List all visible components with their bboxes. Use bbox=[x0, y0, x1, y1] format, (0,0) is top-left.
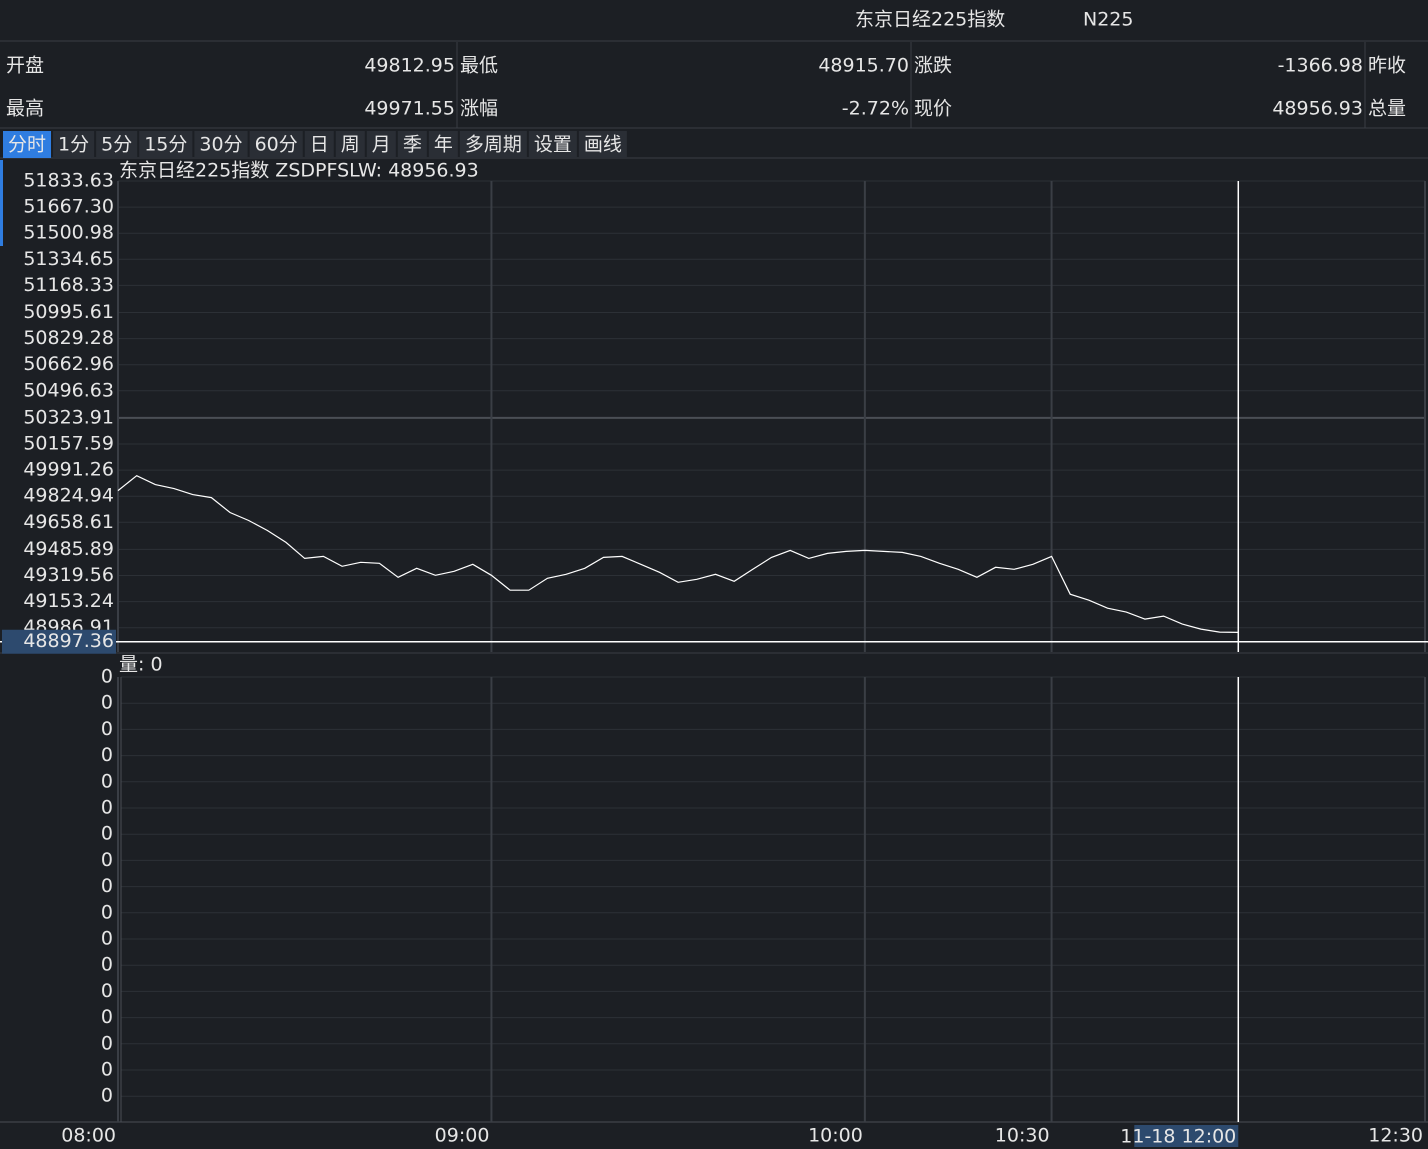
volume-axis-label: 0 bbox=[101, 744, 113, 766]
top-bar bbox=[0, 0, 1428, 41]
x-tick-label: 10:30 bbox=[995, 1125, 1050, 1147]
tab[interactable] bbox=[194, 131, 248, 158]
tab[interactable] bbox=[428, 131, 458, 158]
y-tick-label: 49658.61 bbox=[23, 511, 114, 533]
tab[interactable] bbox=[366, 131, 396, 158]
tab-label[interactable]: 设置 bbox=[534, 134, 572, 156]
volume-axis-label: 0 bbox=[101, 823, 113, 845]
stat-label: 最高 bbox=[6, 98, 44, 120]
x-tick-label: 08:00 bbox=[61, 1125, 116, 1147]
volume-axis-label: 0 bbox=[101, 875, 113, 897]
chart-title: 东京日经225指数 ZSDPFSLW: 48956.93 bbox=[119, 160, 479, 182]
volume-axis-label: 0 bbox=[101, 770, 113, 792]
y-tick-label: 50496.63 bbox=[23, 379, 114, 401]
y-tick-label: 51500.98 bbox=[23, 222, 114, 244]
volume-axis-label: 0 bbox=[101, 980, 113, 1002]
volume-axis-label: 0 bbox=[101, 797, 113, 819]
tab[interactable] bbox=[335, 131, 365, 158]
crosshair-y-box bbox=[2, 629, 116, 654]
tab-label[interactable]: 周 bbox=[341, 134, 360, 156]
stat-value: 48915.70 bbox=[818, 55, 909, 77]
stat-value: 49812.95 bbox=[364, 55, 455, 77]
tab-label[interactable]: 画线 bbox=[584, 134, 622, 156]
stat-value: -2.72% bbox=[842, 98, 909, 120]
volume-axis-label: 0 bbox=[101, 666, 113, 688]
stat-label: 涨幅 bbox=[460, 98, 498, 120]
volume-axis-label: 0 bbox=[101, 692, 113, 714]
tab-label[interactable]: 15分 bbox=[144, 134, 187, 156]
tab[interactable] bbox=[304, 131, 334, 158]
y-tick-label: 49991.26 bbox=[23, 459, 114, 481]
tab[interactable] bbox=[528, 131, 577, 158]
y-tick-label: 50829.28 bbox=[23, 327, 114, 349]
y-tick-label: 49319.56 bbox=[23, 564, 114, 586]
index-name: 东京日经225指数 bbox=[855, 9, 1005, 31]
volume-axis-label: 0 bbox=[101, 1032, 113, 1054]
tab[interactable] bbox=[397, 131, 427, 158]
y-tick-label: 49824.94 bbox=[23, 485, 114, 507]
tab-label[interactable]: 季 bbox=[403, 134, 422, 156]
y-tick-label: 49485.89 bbox=[23, 538, 114, 560]
stat-value: 48956.93 bbox=[1272, 98, 1363, 120]
tab[interactable] bbox=[96, 131, 138, 158]
volume-axis-label: 0 bbox=[101, 901, 113, 923]
index-code: N225 bbox=[1083, 9, 1133, 31]
x-tick-label: 09:00 bbox=[435, 1125, 490, 1147]
y-tick-label: 49153.24 bbox=[23, 590, 114, 612]
y-tick-label: 51667.30 bbox=[23, 196, 114, 218]
tab[interactable] bbox=[139, 131, 193, 158]
tab-label[interactable]: 60分 bbox=[255, 134, 298, 156]
volume-axis-label: 0 bbox=[101, 849, 113, 871]
stat-label: 涨跌 bbox=[914, 55, 952, 77]
volume-axis-label: 0 bbox=[101, 1059, 113, 1081]
y-tick-label: 50157.59 bbox=[23, 432, 114, 454]
side-marker bbox=[0, 160, 3, 246]
volume-axis-label: 0 bbox=[101, 954, 113, 976]
crosshair-x-label: 11-18 12:00 bbox=[1120, 1126, 1236, 1148]
y-tick-label: 50323.91 bbox=[23, 406, 114, 428]
x-tick-label: 12:30 bbox=[1368, 1125, 1423, 1147]
tab-label[interactable]: 多周期 bbox=[465, 134, 522, 156]
tab[interactable] bbox=[459, 131, 527, 158]
volume-axis-label: 0 bbox=[101, 928, 113, 950]
tab[interactable] bbox=[249, 131, 303, 158]
crosshair-x-box bbox=[1134, 1125, 1239, 1147]
tab[interactable] bbox=[53, 131, 95, 158]
crosshair-y-label: 48897.36 bbox=[23, 630, 114, 652]
volume-axis-label: 0 bbox=[101, 1006, 113, 1028]
volume-label: 量: 0 bbox=[119, 654, 163, 676]
tab-label[interactable]: 日 bbox=[310, 134, 329, 156]
tab[interactable] bbox=[578, 131, 627, 158]
stat-label: 最低 bbox=[460, 55, 498, 77]
y-tick-label: 50662.96 bbox=[23, 353, 114, 375]
y-tick-label: 51334.65 bbox=[23, 248, 114, 270]
stat-label: 开盘 bbox=[6, 55, 44, 77]
volume-axis-label: 0 bbox=[101, 1085, 113, 1107]
tab-label[interactable]: 30分 bbox=[199, 134, 242, 156]
tab-label[interactable]: 分时 bbox=[8, 134, 46, 156]
stat-label: 昨收 bbox=[1368, 55, 1406, 77]
stat-value: 49971.55 bbox=[364, 98, 455, 120]
tab[interactable] bbox=[3, 131, 52, 158]
y-tick-label: 50995.61 bbox=[23, 301, 114, 323]
stat-value: -1366.98 bbox=[1278, 55, 1363, 77]
x-tick-label: 10:00 bbox=[808, 1125, 863, 1147]
price-line bbox=[117, 474, 1239, 633]
tab-label[interactable]: 1分 bbox=[58, 134, 89, 156]
volume-axis-label: 0 bbox=[101, 718, 113, 740]
tab-label[interactable]: 月 bbox=[372, 134, 391, 156]
y-tick-label: 51833.63 bbox=[23, 170, 114, 192]
tab-label[interactable]: 年 bbox=[434, 134, 453, 156]
stat-label: 现价 bbox=[914, 98, 952, 120]
stat-label: 总量 bbox=[1368, 98, 1406, 120]
y-tick-label: 51168.33 bbox=[23, 274, 114, 296]
tab-label[interactable]: 5分 bbox=[101, 134, 132, 156]
